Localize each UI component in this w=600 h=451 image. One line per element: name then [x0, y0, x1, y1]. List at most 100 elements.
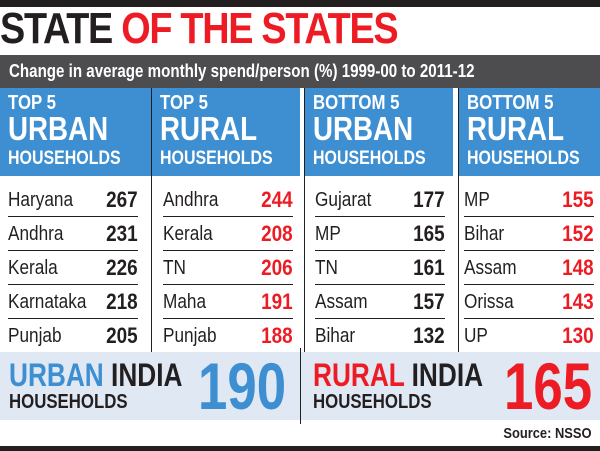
header-line3: HOUSEHOLDS [313, 148, 426, 169]
rows-bottom5-urban: Gujarat 177 MP 165 TN 161 Assam 157 Bihar 132 [315, 183, 445, 353]
page-title: STATE OF THE STATES [0, 4, 399, 53]
header-line2: RURAL [467, 110, 565, 147]
rows-top5-rural: Andhra 244 Kerala 208 TN 206 Maha 191 Punjab… [163, 183, 293, 353]
summary-urban: URBAN INDIA HOUSEHOLDS 190 [0, 352, 300, 420]
table-row: Andhra 244 [163, 183, 293, 217]
state-name: Maha [163, 291, 207, 313]
column-top5-urban: TOP 5 URBAN HOUSEHOLDS [0, 88, 151, 348]
state-name: TN [315, 257, 338, 279]
state-value: 188 [261, 323, 293, 348]
state-name: Bihar [315, 325, 356, 347]
state-value: 143 [562, 289, 594, 314]
header-line2: URBAN [313, 110, 414, 147]
header-line3: HOUSEHOLDS [160, 148, 273, 169]
table-row: Bihar 132 [315, 319, 445, 353]
state-name: Kerala [8, 257, 58, 279]
summary-urban-word1: URBAN [9, 357, 104, 393]
summary-rural-word1: RURAL [313, 357, 405, 393]
table-row: Andhra 231 [8, 217, 138, 251]
table-row: Karnataka 218 [8, 285, 138, 319]
state-columns: TOP 5 URBAN HOUSEHOLDS Haryana 267 Andhra… [0, 88, 600, 352]
state-name: UP [464, 325, 488, 347]
table-row: Punjab 205 [8, 319, 138, 353]
column-header: BOTTOM 5 URBAN HOUSEHOLDS [305, 88, 453, 176]
table-row: TN 206 [163, 251, 293, 285]
summary-rural-word2: INDIA [411, 357, 484, 393]
state-name: Assam [315, 291, 368, 313]
state-name: Haryana [8, 189, 74, 211]
table-row: Bihar 152 [464, 217, 594, 251]
summary-urban-word2: INDIA [111, 357, 183, 393]
state-value: 157 [413, 289, 445, 314]
state-value: 155 [562, 187, 594, 212]
state-name: MP [464, 189, 490, 211]
header-line1: TOP 5 [160, 92, 208, 114]
summary-divider [300, 348, 301, 424]
state-name: Andhra [8, 223, 64, 245]
state-name: Gujarat [315, 189, 372, 211]
state-name: Andhra [163, 189, 219, 211]
state-name: MP [315, 223, 341, 245]
header-line1: BOTTOM 5 [313, 92, 400, 114]
state-name: Karnataka [8, 291, 87, 313]
state-name: TN [163, 257, 186, 279]
table-row: Orissa 143 [464, 285, 594, 319]
table-row: MP 165 [315, 217, 445, 251]
state-name: Kerala [163, 223, 213, 245]
summary-urban-title: URBAN INDIA [9, 358, 182, 392]
table-row: Kerala 226 [8, 251, 138, 285]
state-value: 191 [261, 289, 293, 314]
column-header: TOP 5 RURAL HOUSEHOLDS [152, 88, 300, 176]
summary-rural: RURAL INDIA HOUSEHOLDS 165 [304, 352, 600, 420]
bottom-rule [0, 446, 600, 451]
summary-rural-title: RURAL INDIA [313, 358, 483, 392]
summary-band: URBAN INDIA HOUSEHOLDS 190 RURAL INDIA H… [0, 348, 600, 424]
header-line1: TOP 5 [8, 92, 56, 114]
state-value: 132 [413, 323, 445, 348]
column-divider [304, 88, 305, 352]
state-value: 130 [562, 323, 594, 348]
column-top5-rural: TOP 5 RURAL HOUSEHOLDS [152, 88, 300, 348]
state-value: 205 [106, 323, 138, 348]
state-value: 152 [562, 221, 594, 246]
state-value: 231 [106, 221, 138, 246]
subtitle: Change in average monthly spend/person (… [9, 61, 475, 81]
state-value: 165 [413, 221, 445, 246]
table-row: Haryana 267 [8, 183, 138, 217]
table-row: Gujarat 177 [315, 183, 445, 217]
column-header: BOTTOM 5 RURAL HOUSEHOLDS [459, 88, 600, 176]
summary-urban-label: HOUSEHOLDS [9, 391, 128, 413]
table-row: Punjab 188 [163, 319, 293, 353]
rows-top5-urban: Haryana 267 Andhra 231 Kerala 226 Karnataka… [8, 183, 138, 353]
source-note: Source: NSSO [503, 425, 592, 442]
title-part-red: OF THE STATES [121, 4, 398, 53]
header-line1: BOTTOM 5 [467, 92, 554, 114]
state-value: 161 [413, 255, 445, 280]
state-name: Bihar [464, 223, 505, 245]
title-part-black: STATE [0, 4, 113, 53]
column-divider [151, 88, 152, 352]
state-name: Punjab [163, 325, 217, 347]
state-value: 226 [106, 255, 138, 280]
summary-rural-label: HOUSEHOLDS [313, 391, 432, 413]
table-row: Kerala 208 [163, 217, 293, 251]
top-rule [0, 0, 600, 7]
header-line2: URBAN [8, 110, 109, 147]
table-row: Assam 148 [464, 251, 594, 285]
state-value: 206 [261, 255, 293, 280]
state-name: Orissa [464, 291, 514, 313]
state-name: Punjab [8, 325, 62, 347]
rows-bottom5-rural: MP 155 Bihar 152 Assam 148 Orissa 143 UP 130 [464, 183, 594, 353]
state-value: 218 [106, 289, 138, 314]
header-line2: RURAL [160, 110, 258, 147]
table-row: Maha 191 [163, 285, 293, 319]
column-divider [458, 88, 459, 352]
column-bottom5-urban: BOTTOM 5 URBAN HOUSEHOLDS [305, 88, 453, 348]
state-value: 244 [261, 187, 293, 212]
state-value: 148 [562, 255, 594, 280]
header-line3: HOUSEHOLDS [467, 148, 580, 169]
summary-urban-value: 190 [197, 349, 286, 423]
column-header: TOP 5 URBAN HOUSEHOLDS [0, 88, 151, 176]
table-row: UP 130 [464, 319, 594, 353]
state-name: Assam [464, 257, 517, 279]
